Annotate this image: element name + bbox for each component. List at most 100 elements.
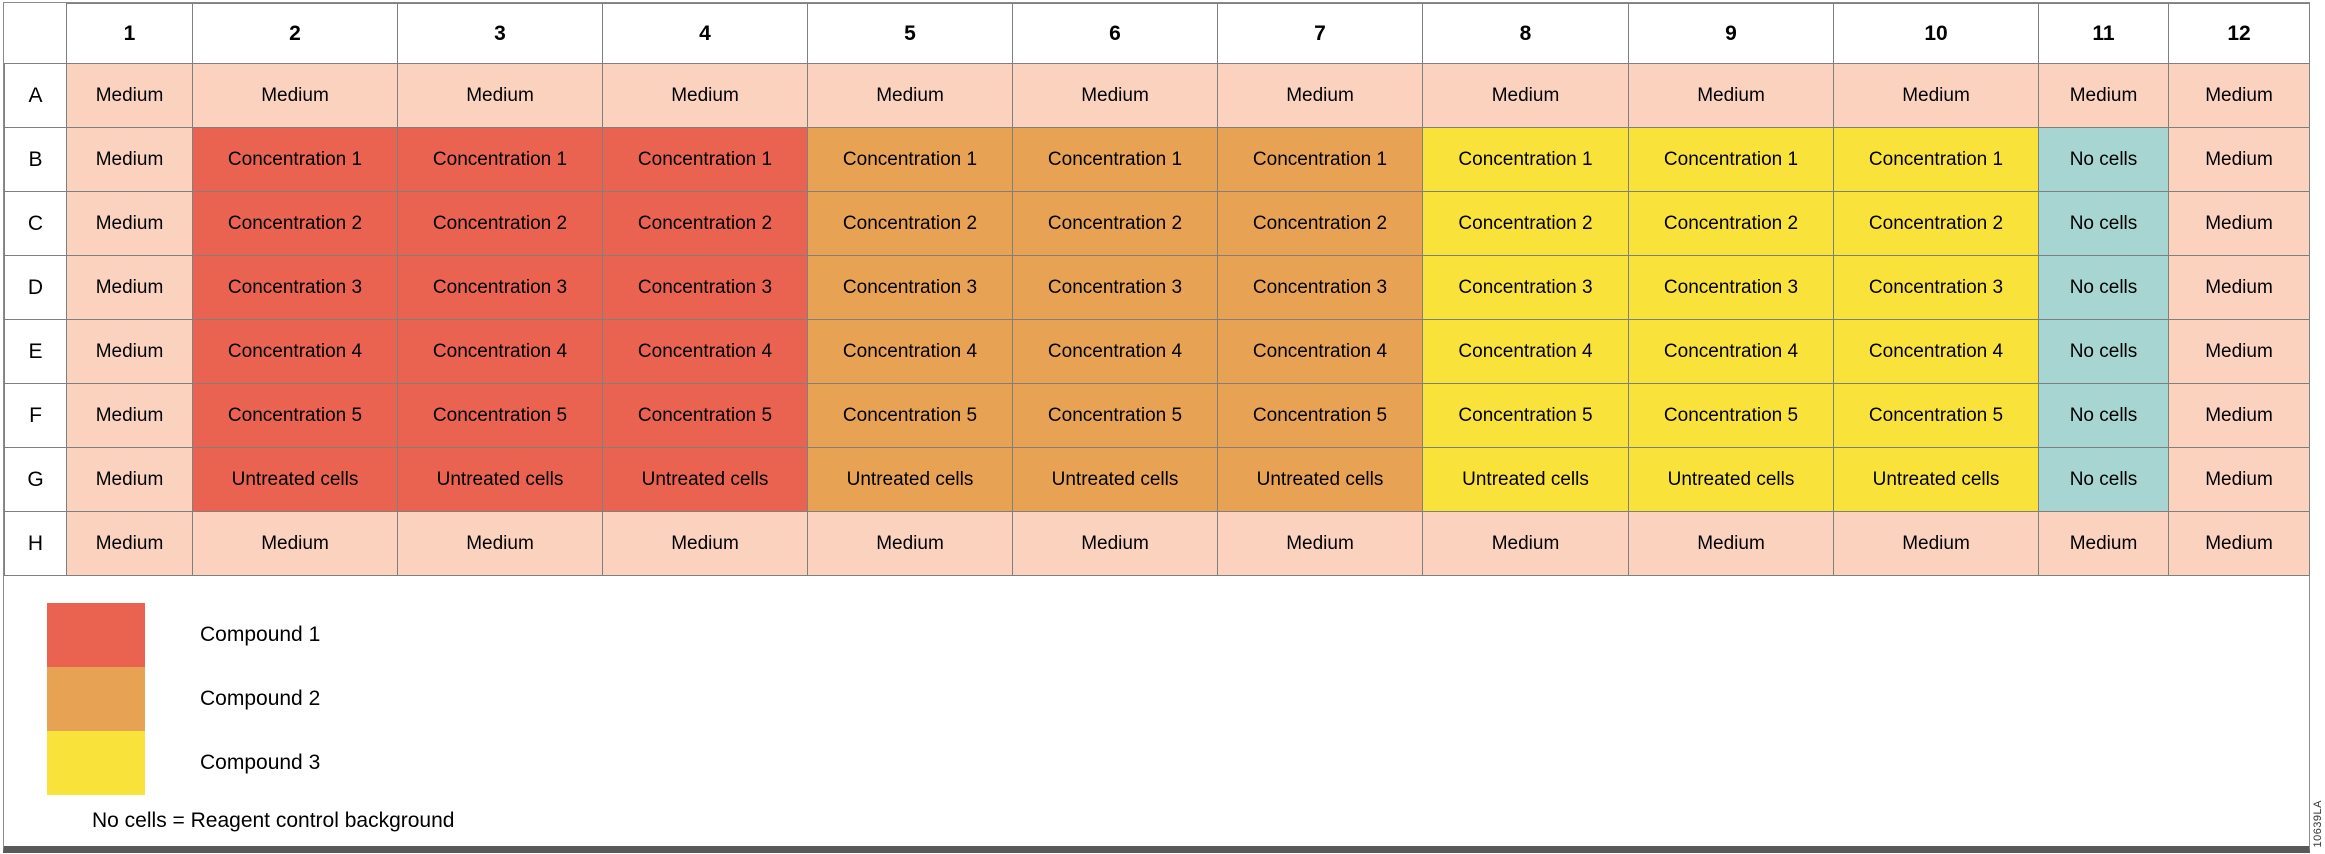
plate-cell-G1: Medium [66, 447, 193, 512]
row-header-C: C [4, 191, 67, 256]
legend-item-compound-3: Compound 3 [47, 731, 320, 795]
plate-cell-A2: Medium [192, 63, 398, 128]
plate-cell-B9: Concentration 1 [1628, 127, 1834, 192]
plate-cell-D8: Concentration 3 [1422, 255, 1629, 320]
row-header-A: A [4, 63, 67, 128]
plate-cell-G10: Untreated cells [1833, 447, 2039, 512]
plate-cell-A3: Medium [397, 63, 603, 128]
plate-cell-A10: Medium [1833, 63, 2039, 128]
plate-cell-G6: Untreated cells [1012, 447, 1218, 512]
plate-cell-E7: Concentration 4 [1217, 319, 1423, 384]
plate-cell-A12: Medium [2168, 63, 2310, 128]
plate-cell-E2: Concentration 4 [192, 319, 398, 384]
compound-1-swatch [47, 603, 145, 667]
row-header-F: F [4, 383, 67, 448]
plate-cell-D7: Concentration 3 [1217, 255, 1423, 320]
plate-cell-B2: Concentration 1 [192, 127, 398, 192]
plate-cell-C4: Concentration 2 [602, 191, 808, 256]
corner-cell [4, 3, 67, 64]
plate-cell-C8: Concentration 2 [1422, 191, 1629, 256]
column-header-6: 6 [1012, 3, 1218, 64]
compound-3-label: Compound 3 [200, 751, 321, 774]
plate-cell-A1: Medium [66, 63, 193, 128]
plate-cell-C5: Concentration 2 [807, 191, 1013, 256]
plate-map-table: 1 2 3 4 5 6 7 8 9 10 11 12 A Medium Medium Medium Mediu… [4, 3, 2310, 576]
plate-cell-G4: Untreated cells [602, 447, 808, 512]
plate-cell-F2: Concentration 5 [192, 383, 398, 448]
plate-cell-H12: Medium [2168, 511, 2310, 576]
plate-cell-C7: Concentration 2 [1217, 191, 1423, 256]
plate-cell-D12: Medium [2168, 255, 2310, 320]
plate-cell-H6: Medium [1012, 511, 1218, 576]
plate-cell-B5: Concentration 1 [807, 127, 1013, 192]
plate-cell-E4: Concentration 4 [602, 319, 808, 384]
plate-cell-F8: Concentration 5 [1422, 383, 1629, 448]
plate-cell-E3: Concentration 4 [397, 319, 603, 384]
plate-cell-F3: Concentration 5 [397, 383, 603, 448]
plate-cell-B4: Concentration 1 [602, 127, 808, 192]
plate-cell-E12: Medium [2168, 319, 2310, 384]
plate-cell-D4: Concentration 3 [602, 255, 808, 320]
column-header-9: 9 [1628, 3, 1834, 64]
row-header-D: D [4, 255, 67, 320]
plate-cell-G11: No cells [2038, 447, 2169, 512]
plate-cell-F1: Medium [66, 383, 193, 448]
column-header-12: 12 [2168, 3, 2310, 64]
plate-cell-D5: Concentration 3 [807, 255, 1013, 320]
plate-cell-F11: No cells [2038, 383, 2169, 448]
plate-cell-G3: Untreated cells [397, 447, 603, 512]
plate-row-F: F Medium Concentration 5 Concentration 5 Con… [4, 383, 2310, 448]
column-header-row: 1 2 3 4 5 6 7 8 9 10 11 12 [4, 3, 2310, 64]
plate-cell-E5: Concentration 4 [807, 319, 1013, 384]
plate-cell-B8: Concentration 1 [1422, 127, 1629, 192]
plate-cell-D6: Concentration 3 [1012, 255, 1218, 320]
plate-cell-C3: Concentration 2 [397, 191, 603, 256]
plate-cell-D1: Medium [66, 255, 193, 320]
plate-cell-B10: Concentration 1 [1833, 127, 2039, 192]
figure-frame: 1 2 3 4 5 6 7 8 9 10 11 12 A Medium Medium Medium Mediu… [3, 2, 2310, 853]
plate-row-B: B Medium Concentration 1 Concentration 1 Con… [4, 127, 2310, 192]
column-header-8: 8 [1422, 3, 1629, 64]
plate-cell-B12: Medium [2168, 127, 2310, 192]
plate-cell-B6: Concentration 1 [1012, 127, 1218, 192]
plate-cell-B1: Medium [66, 127, 193, 192]
column-header-10: 10 [1833, 3, 2039, 64]
plate-cell-E11: No cells [2038, 319, 2169, 384]
column-header-11: 11 [2038, 3, 2169, 64]
no-cells-note: No cells = Reagent control background [92, 809, 455, 832]
legend-item-compound-1: Compound 1 [47, 603, 320, 667]
compound-2-label: Compound 2 [200, 687, 321, 710]
plate-cell-E1: Medium [66, 319, 193, 384]
plate-cell-G9: Untreated cells [1628, 447, 1834, 512]
plate-cell-H8: Medium [1422, 511, 1629, 576]
plate-cell-A9: Medium [1628, 63, 1834, 128]
plate-cell-G7: Untreated cells [1217, 447, 1423, 512]
plate-cell-H10: Medium [1833, 511, 2039, 576]
column-header-3: 3 [397, 3, 603, 64]
plate-cell-A8: Medium [1422, 63, 1629, 128]
plate-cell-B11: No cells [2038, 127, 2169, 192]
plate-cell-C6: Concentration 2 [1012, 191, 1218, 256]
plate-cell-F10: Concentration 5 [1833, 383, 2039, 448]
plate-cell-B7: Concentration 1 [1217, 127, 1423, 192]
plate-cell-G12: Medium [2168, 447, 2310, 512]
plate-cell-F5: Concentration 5 [807, 383, 1013, 448]
row-header-H: H [4, 511, 67, 576]
plate-cell-E6: Concentration 4 [1012, 319, 1218, 384]
column-header-4: 4 [602, 3, 808, 64]
legend-item-compound-2: Compound 2 [47, 667, 320, 731]
plate-cell-F6: Concentration 5 [1012, 383, 1218, 448]
plate-row-A: A Medium Medium Medium Medium Medium Medium Med… [4, 63, 2310, 128]
plate-cell-D3: Concentration 3 [397, 255, 603, 320]
plate-cell-H3: Medium [397, 511, 603, 576]
plate-cell-D11: No cells [2038, 255, 2169, 320]
plate-cell-A11: Medium [2038, 63, 2169, 128]
plate-cell-D10: Concentration 3 [1833, 255, 2039, 320]
plate-cell-C10: Concentration 2 [1833, 191, 2039, 256]
plate-cell-G8: Untreated cells [1422, 447, 1629, 512]
plate-cell-F7: Concentration 5 [1217, 383, 1423, 448]
plate-cell-D9: Concentration 3 [1628, 255, 1834, 320]
compound-2-swatch [47, 667, 145, 731]
figure-part-number: 10639LA [2312, 800, 2324, 848]
